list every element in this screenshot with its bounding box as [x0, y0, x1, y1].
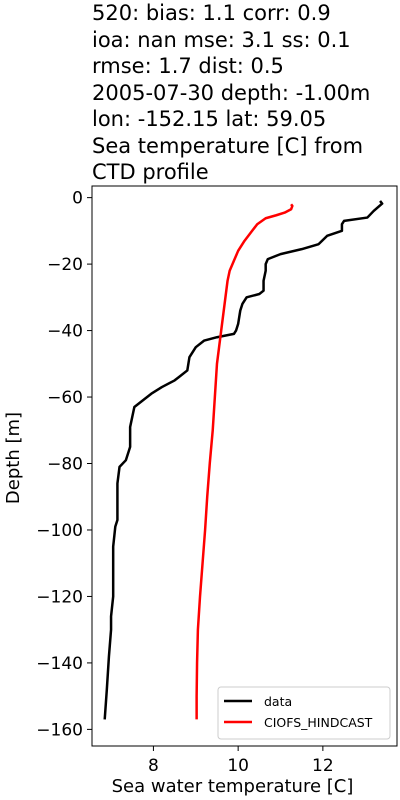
y-tick-label: −20 [47, 255, 83, 275]
title-line: Sea temperature [C] from [92, 133, 364, 158]
legend-entry: data [264, 694, 292, 709]
title-line: rmse: 1.7 dist: 0.5 [92, 54, 284, 78]
legend-entry: CIOFS_HINDCAST [264, 715, 373, 730]
plot-frame [91, 185, 398, 747]
y-tick-label: −120 [36, 587, 83, 607]
y-tick-label: −100 [36, 521, 83, 541]
title-line: lon: -152.15 lat: 59.05 [92, 107, 327, 131]
title-line: CTD profile [92, 160, 209, 184]
x-tick-label: 12 [312, 756, 334, 776]
y-tick-label: −140 [36, 654, 83, 674]
y-tick-label: −80 [47, 455, 83, 475]
legend-box [217, 686, 391, 740]
title-line: 520: bias: 1.1 corr: 0.9 [92, 1, 331, 25]
x-tick-label: 8 [148, 756, 159, 776]
y-tick-label: −160 [36, 720, 83, 740]
x-tick-label: 10 [227, 756, 249, 776]
title-line: 2005-07-30 depth: -1.00m [92, 80, 371, 105]
y-axis-label: Depth [m] [3, 412, 24, 504]
y-tick-label: −40 [47, 322, 83, 342]
chart-title: 520: bias: 1.1 corr: 0.9 ioa: nan mse: 3.… [92, 0, 397, 186]
y-tick-label: 0 [72, 189, 83, 209]
series-line-data [103, 200, 384, 720]
series-line-ciofs-hindcast [195, 203, 294, 720]
title-line: ioa: nan mse: 3.1 ss: 0.1 [92, 27, 351, 52]
x-axis-label: Sea water temperature [C] [112, 776, 354, 797]
y-tick-label: −60 [47, 388, 83, 408]
